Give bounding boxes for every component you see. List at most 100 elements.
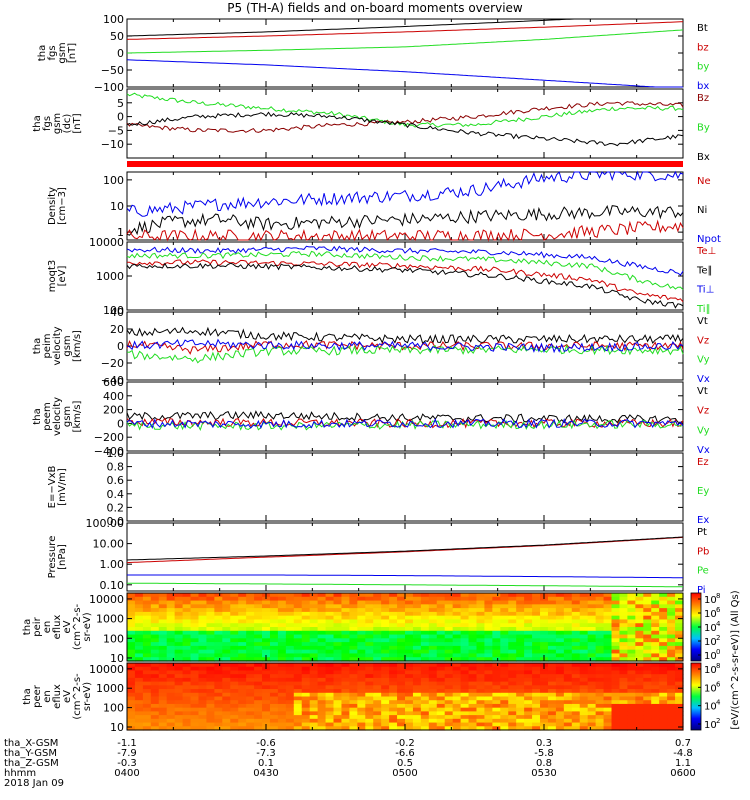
spectrogram-cell	[389, 608, 398, 613]
spectrogram-cell	[254, 615, 263, 621]
spectrogram-cell	[428, 608, 438, 613]
y-tick-label: −5	[108, 124, 124, 137]
spectrogram-cell	[675, 718, 684, 724]
spectrogram-cell	[206, 619, 215, 624]
spectrogram-cell	[381, 718, 390, 724]
spectrogram-cell	[222, 604, 231, 609]
spectrogram-cell	[293, 670, 303, 675]
spectrogram-cell	[357, 718, 366, 724]
spectrogram-cell	[500, 611, 509, 617]
spectrogram-cell	[214, 642, 223, 647]
spectrogram-cell	[357, 649, 366, 655]
spectrogram-cell	[206, 593, 215, 598]
spectrogram-cell	[595, 642, 605, 647]
spectrogram-cell	[349, 600, 358, 605]
spectrogram-cell	[428, 653, 438, 658]
spectrogram-cell	[619, 715, 628, 720]
spectrogram-cell	[516, 596, 525, 602]
spectrogram-cell	[150, 608, 160, 613]
spectrogram-cell	[206, 663, 215, 668]
spectrogram-cell	[587, 685, 597, 690]
spectrogram-cell	[587, 608, 597, 613]
legend-label: bz	[697, 42, 709, 53]
spectrogram-cell	[317, 608, 327, 613]
spectrogram-cell	[571, 692, 581, 698]
spectrogram-cell	[405, 703, 414, 709]
spectrogram-cell	[428, 692, 438, 698]
spectrogram-cell	[659, 657, 668, 662]
spectrogram-cell	[190, 670, 200, 675]
spectrogram-cell	[651, 642, 660, 647]
spectrogram-cell	[381, 642, 390, 647]
spectrogram-cell	[230, 619, 239, 624]
spectrogram-cell	[325, 615, 335, 621]
spectrogram-cell	[428, 638, 438, 643]
spectrogram-cell	[190, 623, 200, 628]
spectrogram-cell	[476, 689, 486, 694]
spectrogram-cell	[571, 653, 581, 658]
spectrogram-cell	[127, 611, 136, 617]
spectrogram-cell	[540, 711, 549, 716]
spectrogram-cell	[405, 649, 414, 655]
spectrogram-cell	[301, 600, 311, 605]
spectrogram-cell	[460, 663, 470, 668]
spectrogram-cell	[667, 722, 676, 727]
spectrogram-cell	[524, 649, 533, 655]
spectrogram-cell	[142, 715, 152, 720]
spectrogram-cell	[293, 722, 303, 727]
spectrogram-cell	[428, 600, 438, 605]
spectrogram-cell	[611, 711, 621, 716]
spectrogram-cell	[595, 623, 605, 628]
spectrogram-cell	[603, 608, 613, 613]
spectrogram-cell	[166, 619, 176, 624]
spectrogram-cell	[293, 718, 303, 724]
spectrogram-cell	[397, 666, 406, 672]
y-tick-label: 0.6	[107, 474, 125, 487]
spectrogram-cell	[381, 623, 390, 628]
spectrogram-cell	[142, 685, 152, 690]
spectrogram-cell	[643, 681, 652, 686]
spectrogram-cell	[254, 657, 263, 662]
spectrogram-cell	[611, 674, 621, 679]
spectrogram-cell	[635, 663, 644, 668]
spectrogram-cell	[285, 627, 295, 632]
spectrogram-cell	[150, 715, 160, 720]
spectrogram-cell	[444, 726, 454, 731]
spectrogram-cell	[150, 685, 160, 690]
spectrogram-cell	[166, 627, 176, 632]
spectrogram-cell	[174, 604, 184, 609]
spectrogram-cell	[349, 627, 358, 632]
spectrogram-cell	[134, 722, 144, 727]
spectrogram-cell	[182, 634, 192, 639]
spectrogram-cell	[182, 707, 192, 712]
spectrogram-cell	[365, 608, 374, 613]
spectrogram-cell	[412, 726, 422, 731]
spectrogram-cell	[516, 600, 525, 605]
x-axis-value: 0400	[114, 768, 139, 779]
spectrogram-cell	[277, 596, 287, 602]
spectrogram-cell	[611, 666, 621, 672]
spectrogram-cell	[500, 615, 509, 621]
spectrogram-cell	[230, 696, 239, 701]
spectrogram-cell	[675, 638, 684, 643]
spectrogram-cell	[635, 715, 644, 720]
spectrogram-cell	[675, 711, 684, 716]
spectrogram-cell	[365, 649, 374, 655]
spectrogram-cell	[317, 726, 327, 731]
spectrogram-cell	[516, 634, 525, 639]
spectrogram-cell	[524, 700, 533, 705]
spectrogram-cell	[627, 696, 636, 701]
spectrogram-cell	[452, 600, 462, 605]
spectrogram-cell	[254, 649, 263, 655]
y-axis-label-line: [mV/m]	[57, 468, 68, 506]
spectrogram-cell	[317, 627, 327, 632]
spectrogram-cell	[214, 696, 223, 701]
spectrogram-cell	[127, 657, 136, 662]
spectrogram-cell	[389, 600, 398, 605]
spectrogram-cell	[587, 670, 597, 675]
spectrogram-cell	[595, 604, 605, 609]
spectrogram-cell	[484, 611, 493, 617]
spectrogram-cell	[405, 674, 414, 679]
spectrogram-cell	[198, 711, 208, 716]
spectrogram-cell	[492, 711, 501, 716]
